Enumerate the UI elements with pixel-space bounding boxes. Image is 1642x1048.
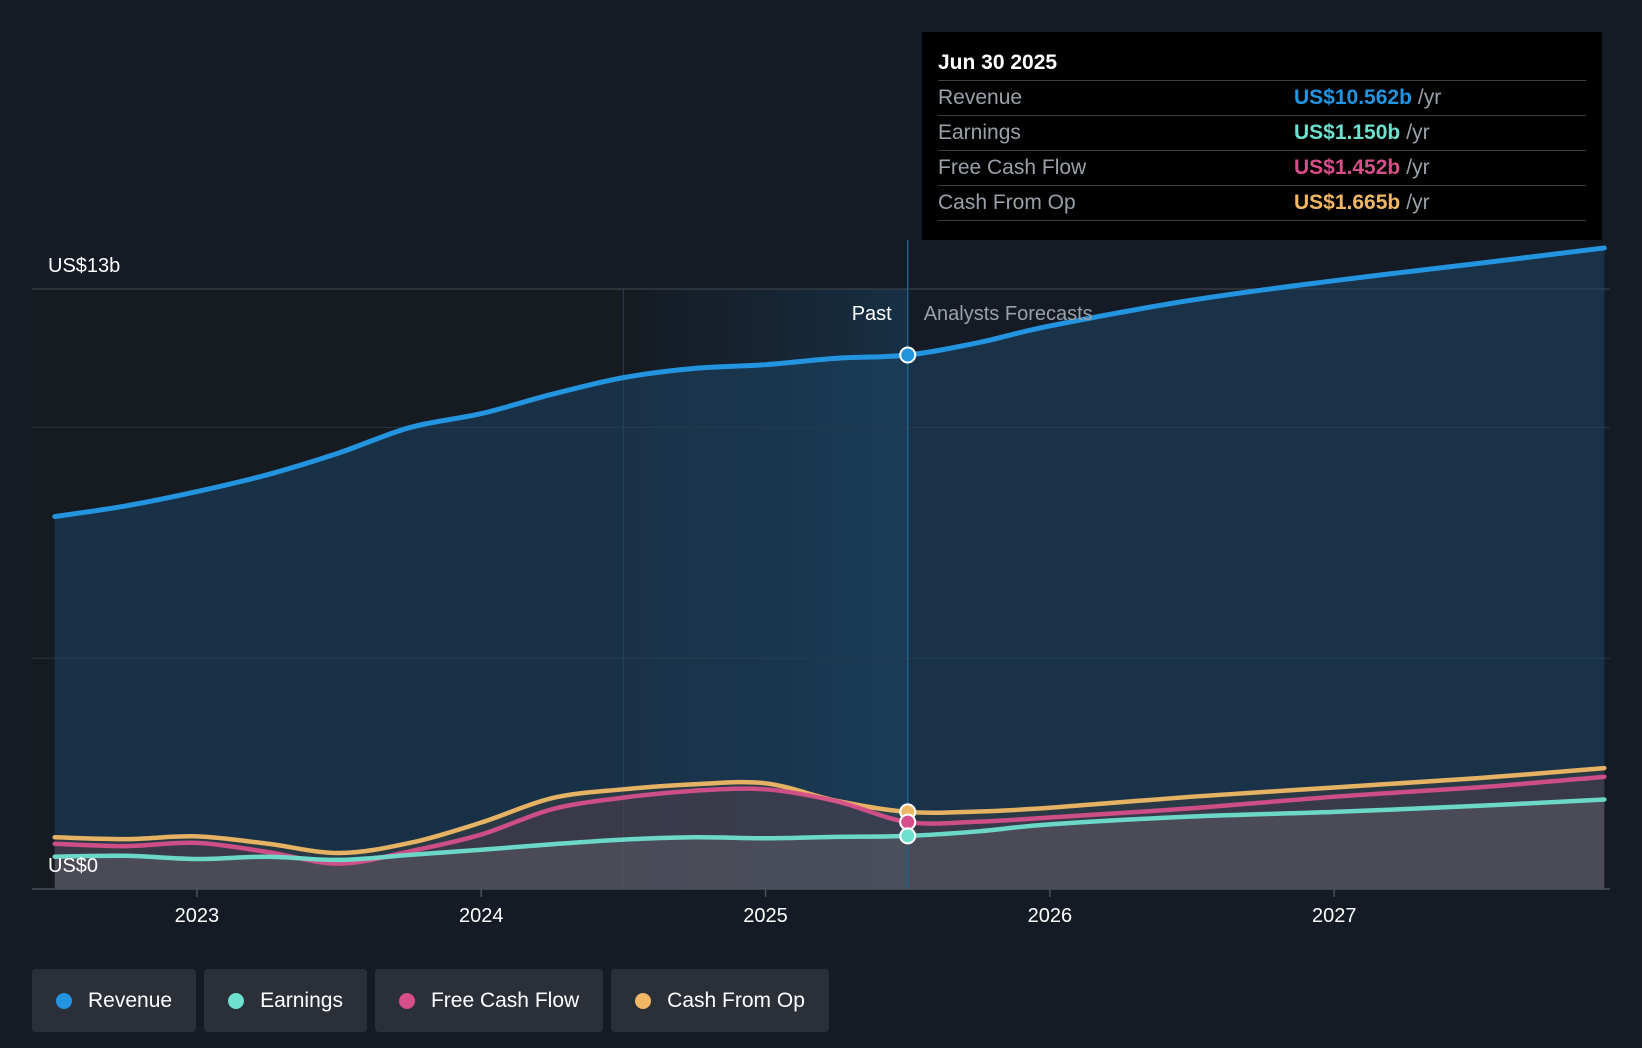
tooltip-series-value: US$1.665b [1294, 191, 1401, 214]
earnings-line [52, 797, 1607, 863]
tooltip-series-value: US$10.562b [1294, 86, 1412, 109]
tooltip-series-unit: /yr [1406, 191, 1430, 214]
tooltip-row-revenue: Revenue US$10.562b /yr [938, 81, 1586, 116]
legend-label: Earnings [260, 988, 343, 1012]
tooltip-series-unit: /yr [1406, 121, 1430, 144]
tooltip-row-earnings: Earnings US$1.150b /yr [938, 116, 1586, 151]
y-axis-max-label: US$13b [48, 255, 120, 277]
tooltip-series-unit: /yr [1406, 156, 1430, 179]
forecast-label: Analysts Forecasts [924, 303, 1093, 325]
x-tick-label: 2023 [175, 905, 220, 927]
past-label: Past [852, 303, 892, 325]
x-tick-label: 2025 [743, 905, 788, 927]
legend-item-earnings[interactable]: Earnings [204, 969, 367, 1032]
x-tick-label: 2024 [459, 905, 504, 927]
earnings-marker [899, 827, 917, 845]
legend-dot-icon [228, 992, 245, 1009]
legend-dot-icon [56, 992, 72, 1009]
x-axis-ticks: 2023 2024 2025 2026 2027 [175, 889, 1357, 927]
legend-dot-icon [398, 992, 415, 1009]
data-tooltip: Jun 30 2025 Revenue US$10.562b /yr Earni… [922, 32, 1602, 240]
tooltip-series-name: Cash From Op [938, 191, 1076, 214]
revenue-line [52, 245, 1607, 520]
fcf-area [54, 776, 1605, 889]
series-lines [52, 245, 1607, 866]
tooltip-row-fcf: Free Cash Flow US$1.452b /yr [938, 151, 1586, 186]
tooltip-row-cfo: Cash From Op US$1.665b /yr [938, 186, 1586, 221]
tooltip-series-name: Earnings [938, 121, 1021, 144]
legend-label: Revenue [88, 988, 173, 1012]
current-value-markers [899, 346, 917, 845]
tooltip-series-unit: /yr [1417, 86, 1442, 109]
revenue-area [54, 247, 1605, 889]
tooltip-series-name: Free Cash Flow [938, 156, 1087, 179]
legend-item-fcf[interactable]: Free Cash Flow [374, 969, 604, 1032]
legend-label: Cash From Op [667, 988, 805, 1012]
x-tick-label: 2027 [1312, 905, 1357, 927]
tooltip-series-value: US$1.150b [1294, 121, 1401, 144]
fcf-line [52, 774, 1607, 866]
chart-legend: Revenue Earnings Free Cash Flow Cash Fro… [32, 969, 829, 1032]
tooltip-series-value: US$1.452b [1294, 156, 1401, 179]
cfo-area [54, 768, 1605, 889]
fcf-marker [899, 813, 917, 831]
series-areas [54, 247, 1605, 889]
x-tick-label: 2026 [1028, 905, 1073, 927]
y-axis-min-label: US$0 [48, 855, 98, 877]
revenue-marker [899, 346, 917, 364]
cfo-line [52, 765, 1607, 856]
legend-item-revenue[interactable]: Revenue [32, 969, 197, 1032]
earnings-area [54, 799, 1605, 889]
legend-dot-icon [635, 992, 652, 1009]
tooltip-date: Jun 30 2025 [938, 46, 1586, 81]
legend-item-cfo[interactable]: Cash From Op [611, 969, 829, 1032]
legend-label: Free Cash Flow [430, 988, 580, 1012]
tooltip-series-name: Revenue [938, 86, 1023, 109]
